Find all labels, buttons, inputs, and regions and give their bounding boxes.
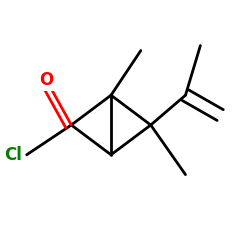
Text: O: O <box>40 71 54 89</box>
Text: Cl: Cl <box>4 146 22 164</box>
